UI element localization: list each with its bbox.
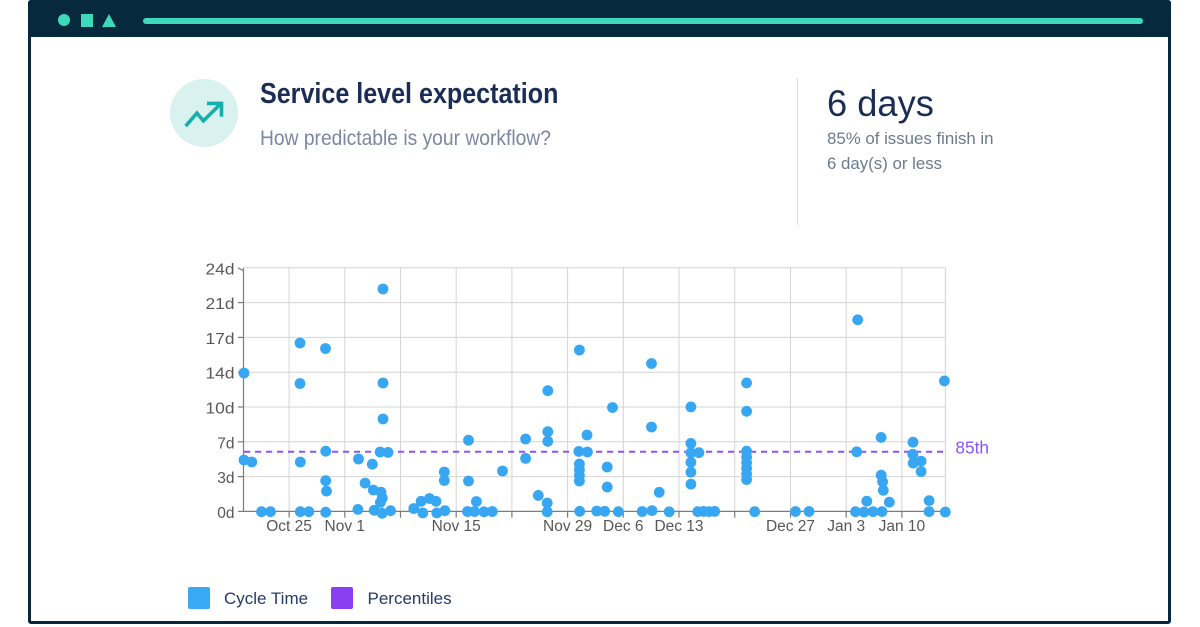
svg-text:10d: 10d bbox=[206, 401, 235, 418]
svg-text:0d: 0d bbox=[217, 505, 234, 522]
svg-text:Nov 29: Nov 29 bbox=[543, 518, 592, 535]
svg-text:14d: 14d bbox=[206, 366, 235, 383]
svg-text:Nov 1: Nov 1 bbox=[325, 518, 366, 535]
svg-text:21d: 21d bbox=[206, 296, 235, 313]
svg-text:Nov 15: Nov 15 bbox=[432, 518, 481, 535]
svg-text:Jan 3: Jan 3 bbox=[827, 518, 865, 535]
svg-text:17d: 17d bbox=[206, 331, 235, 348]
svg-text:Dec 27: Dec 27 bbox=[766, 518, 815, 535]
svg-text:Jan 10: Jan 10 bbox=[879, 518, 926, 535]
svg-text:Dec 13: Dec 13 bbox=[654, 518, 703, 535]
svg-text:3d: 3d bbox=[217, 470, 234, 487]
svg-text:24d: 24d bbox=[206, 261, 235, 278]
svg-text:85th: 85th bbox=[955, 437, 989, 457]
svg-text:Dec 6: Dec 6 bbox=[603, 518, 644, 535]
svg-text:Oct 25: Oct 25 bbox=[266, 518, 312, 535]
svg-text:7d: 7d bbox=[217, 435, 234, 452]
